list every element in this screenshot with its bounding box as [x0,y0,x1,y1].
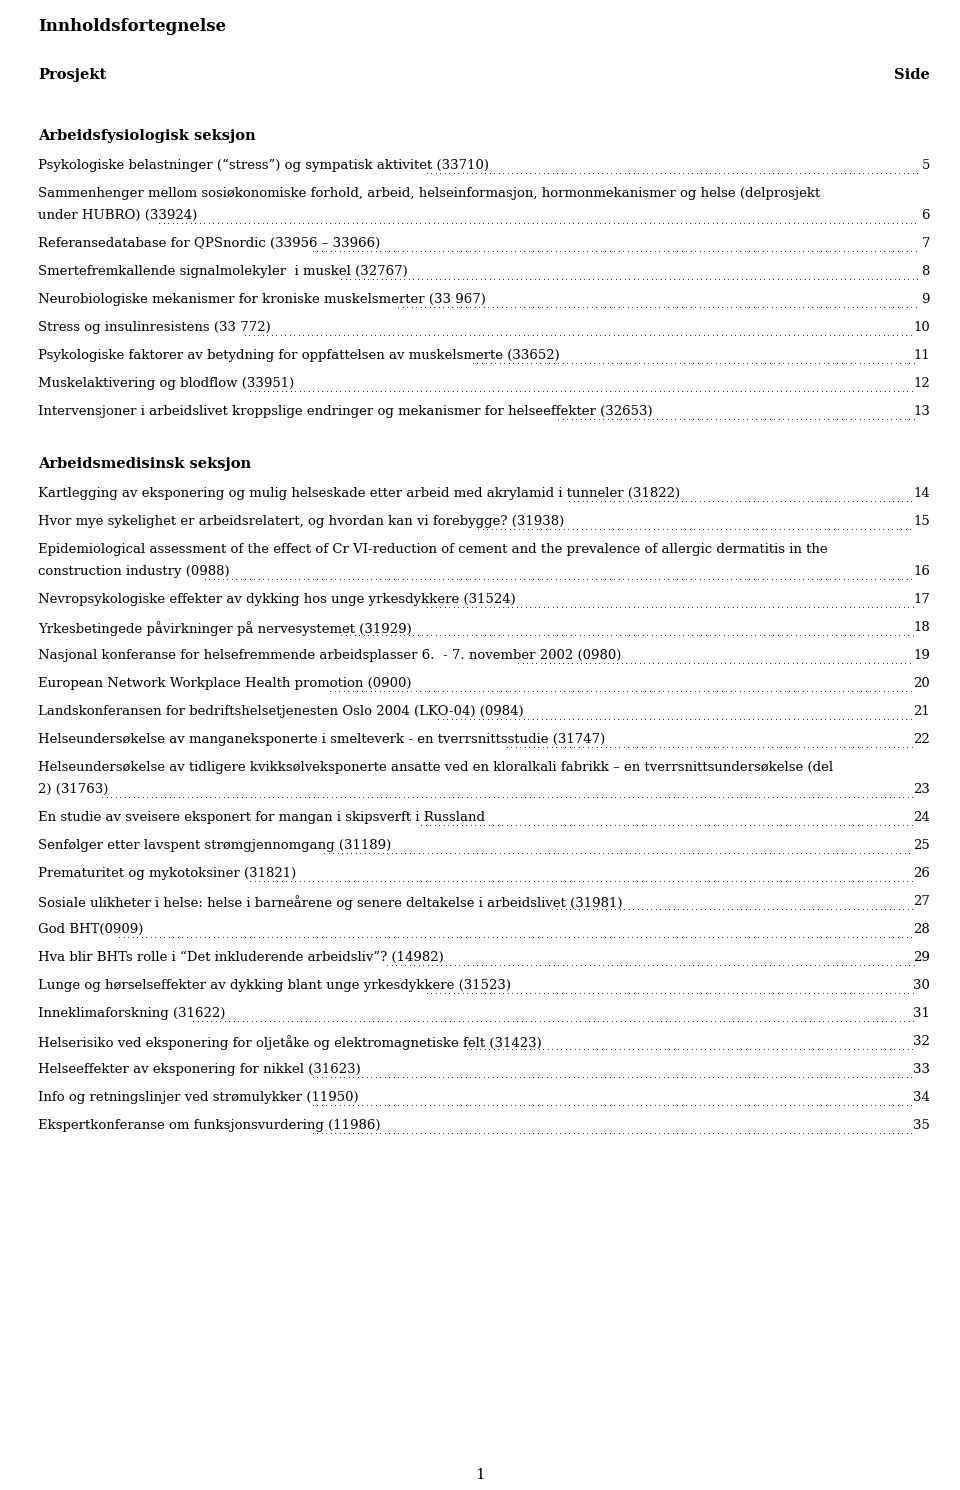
Text: 13: 13 [913,405,930,419]
Text: 34: 34 [913,1091,930,1104]
Text: 18: 18 [913,621,930,635]
Text: Sammenhenger mellom sosiøkonomiske forhold, arbeid, helseinformasjon, hormonmeka: Sammenhenger mellom sosiøkonomiske forho… [38,188,820,200]
Text: 17: 17 [913,593,930,606]
Text: construction industry (0988): construction industry (0988) [38,565,229,578]
Text: 11: 11 [913,349,930,362]
Text: 2) (31763): 2) (31763) [38,784,108,796]
Text: 26: 26 [913,867,930,881]
Text: 5: 5 [922,159,930,171]
Text: 30: 30 [913,979,930,992]
Text: Helseundersøkelse av tidligere kvikksølveksponerte ansatte ved en kloralkali fab: Helseundersøkelse av tidligere kvikksølv… [38,761,833,773]
Text: 16: 16 [913,565,930,578]
Text: Senfølger etter lavspent strømgjennomgang (31189): Senfølger etter lavspent strømgjennomgan… [38,839,392,852]
Text: Nasjonal konferanse for helsefremmende arbeidsplasser 6.  - 7. november 2002 (09: Nasjonal konferanse for helsefremmende a… [38,650,621,662]
Text: Arbeidsfysiologisk seksjon: Arbeidsfysiologisk seksjon [38,130,255,143]
Text: 28: 28 [913,922,930,936]
Text: Prematuritet og mykotoksiner (31821): Prematuritet og mykotoksiner (31821) [38,867,297,881]
Text: Stress og insulinresistens (33 772): Stress og insulinresistens (33 772) [38,320,271,334]
Text: Nevropsykologiske effekter av dykking hos unge yrkesdykkere (31524): Nevropsykologiske effekter av dykking ho… [38,593,516,606]
Text: Helserisiko ved eksponering for oljetåke og elektromagnetiske felt (31423): Helserisiko ved eksponering for oljetåke… [38,1036,541,1050]
Text: under HUBRO) (33924): under HUBRO) (33924) [38,209,197,222]
Text: 22: 22 [913,733,930,746]
Text: Landskonferansen for bedriftshelsetjenesten Oslo 2004 (LKO-04) (0984): Landskonferansen for bedriftshelsetjenes… [38,705,523,718]
Text: 25: 25 [913,839,930,852]
Text: Hvor mye sykelighet er arbeidsrelatert, og hvordan kan vi forebygge? (31938): Hvor mye sykelighet er arbeidsrelatert, … [38,516,564,527]
Text: Hva blir BHTs rolle i “Det inkluderende arbeidsliv”? (14982): Hva blir BHTs rolle i “Det inkluderende … [38,951,444,964]
Text: Info og retningslinjer ved strømulykker (11950): Info og retningslinjer ved strømulykker … [38,1091,359,1104]
Text: Epidemiological assessment of the effect of Cr VI-reduction of cement and the pr: Epidemiological assessment of the effect… [38,542,828,556]
Text: Psykologiske faktorer av betydning for oppfattelsen av muskelsmerte (33652): Psykologiske faktorer av betydning for o… [38,349,560,362]
Text: 29: 29 [913,951,930,964]
Text: 32: 32 [913,1036,930,1047]
Text: Lunge og hørselseffekter av dykking blant unge yrkesdykkere (31523): Lunge og hørselseffekter av dykking blan… [38,979,511,992]
Text: European Network Workplace Health promotion (0900): European Network Workplace Health promot… [38,676,412,690]
Text: Kartlegging av eksponering og mulig helseskade etter arbeid med akrylamid i tunn: Kartlegging av eksponering og mulig hels… [38,487,680,501]
Text: Helseundersøkelse av manganeksponerte i smelteverk - en tverrsnittsstudie (31747: Helseundersøkelse av manganeksponerte i … [38,733,605,746]
Text: 27: 27 [913,895,930,907]
Text: 15: 15 [913,516,930,527]
Text: Referansedatabase for QPSnordic (33956 – 33966): Referansedatabase for QPSnordic (33956 –… [38,237,380,250]
Text: Innholdsfortegnelse: Innholdsfortegnelse [38,18,227,34]
Text: 31: 31 [913,1007,930,1021]
Text: Prosjekt: Prosjekt [38,69,107,82]
Text: Ekspertkonferanse om funksjonsvurdering (11986): Ekspertkonferanse om funksjonsvurdering … [38,1119,380,1132]
Text: 8: 8 [922,265,930,279]
Text: 23: 23 [913,784,930,796]
Text: 10: 10 [913,320,930,334]
Text: Helseeffekter av eksponering for nikkel (31623): Helseeffekter av eksponering for nikkel … [38,1062,361,1076]
Text: Neurobiologiske mekanismer for kroniske muskelsmerter (33 967): Neurobiologiske mekanismer for kroniske … [38,294,486,305]
Text: Inneklimaforskning (31622): Inneklimaforskning (31622) [38,1007,226,1021]
Text: Arbeidsmedisinsk seksjon: Arbeidsmedisinsk seksjon [38,457,252,471]
Text: Side: Side [894,69,930,82]
Text: Psykologiske belastninger (“stress”) og sympatisk aktivitet (33710): Psykologiske belastninger (“stress”) og … [38,159,489,173]
Text: Intervensjoner i arbeidslivet kroppslige endringer og mekanismer for helseeffekt: Intervensjoner i arbeidslivet kroppslige… [38,405,653,419]
Text: En studie av sveisere eksponert for mangan i skipsverft i Russland: En studie av sveisere eksponert for mang… [38,811,485,824]
Text: 24: 24 [913,811,930,824]
Text: 12: 12 [913,377,930,390]
Text: Yrkesbetingede påvirkninger på nervesystemet (31929): Yrkesbetingede påvirkninger på nervesyst… [38,621,412,636]
Text: 9: 9 [922,294,930,305]
Text: 6: 6 [922,209,930,222]
Text: God BHT(0909): God BHT(0909) [38,922,143,936]
Text: Muskelaktivering og blodflow (33951): Muskelaktivering og blodflow (33951) [38,377,295,390]
Text: 1: 1 [475,1468,485,1483]
Text: 14: 14 [913,487,930,501]
Text: 33: 33 [913,1062,930,1076]
Text: 19: 19 [913,650,930,662]
Text: 35: 35 [913,1119,930,1132]
Text: Smertefremkallende signalmolekyler  i muskel (32767): Smertefremkallende signalmolekyler i mus… [38,265,408,279]
Text: 7: 7 [922,237,930,250]
Text: 20: 20 [913,676,930,690]
Text: Sosiale ulikheter i helse: helse i barneårene og senere deltakelse i arbeidslive: Sosiale ulikheter i helse: helse i barne… [38,895,622,910]
Text: 21: 21 [913,705,930,718]
